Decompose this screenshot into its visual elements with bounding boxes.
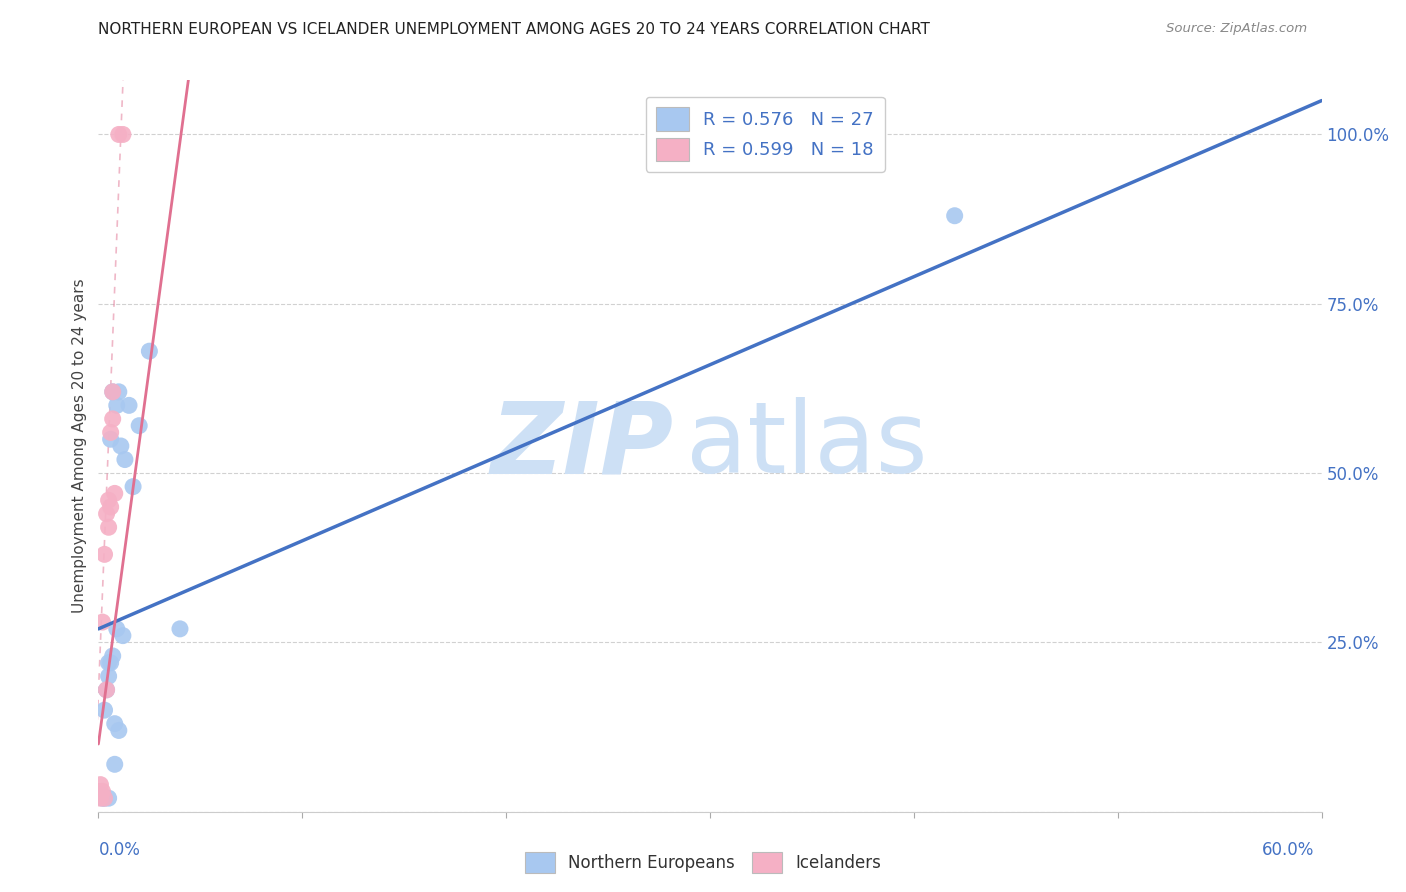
Point — [91, 615, 114, 629]
Point — [100, 432, 122, 446]
Point — [108, 384, 131, 399]
Point — [93, 791, 115, 805]
Point — [101, 384, 124, 399]
Legend: R = 0.576   N = 27, R = 0.599   N = 18: R = 0.576 N = 27, R = 0.599 N = 18 — [645, 96, 884, 172]
Point — [97, 520, 120, 534]
Point — [97, 656, 120, 670]
Point — [97, 493, 120, 508]
Point — [93, 703, 115, 717]
Point — [100, 425, 122, 440]
Point — [96, 682, 118, 697]
Point — [118, 398, 141, 412]
Point — [101, 648, 124, 663]
Point — [111, 629, 134, 643]
Point — [96, 507, 118, 521]
Point — [97, 791, 120, 805]
Point — [89, 788, 111, 802]
Point — [89, 778, 111, 792]
Text: 60.0%: 60.0% — [1263, 840, 1315, 858]
Point — [105, 622, 128, 636]
Point — [91, 791, 114, 805]
Point — [96, 682, 118, 697]
Text: ZIP: ZIP — [491, 398, 673, 494]
Point — [122, 480, 145, 494]
Point — [91, 784, 114, 798]
Point — [93, 547, 115, 561]
Text: 0.0%: 0.0% — [98, 840, 141, 858]
Point — [100, 656, 122, 670]
Point — [943, 209, 966, 223]
Y-axis label: Unemployment Among Ages 20 to 24 years: Unemployment Among Ages 20 to 24 years — [72, 278, 87, 614]
Point — [138, 344, 160, 359]
Point — [169, 622, 191, 636]
Text: Source: ZipAtlas.com: Source: ZipAtlas.com — [1167, 22, 1308, 36]
Text: atlas: atlas — [686, 398, 927, 494]
Point — [89, 791, 111, 805]
Point — [108, 723, 131, 738]
Point — [93, 791, 115, 805]
Text: NORTHERN EUROPEAN VS ICELANDER UNEMPLOYMENT AMONG AGES 20 TO 24 YEARS CORRELATIO: NORTHERN EUROPEAN VS ICELANDER UNEMPLOYM… — [98, 22, 931, 37]
Point — [110, 439, 132, 453]
Legend: Northern Europeans, Icelanders: Northern Europeans, Icelanders — [519, 846, 887, 880]
Point — [105, 398, 128, 412]
Point — [114, 452, 136, 467]
Point — [128, 418, 150, 433]
Point — [111, 128, 134, 142]
Point — [100, 500, 122, 514]
Point — [104, 757, 127, 772]
Point — [101, 384, 124, 399]
Point — [97, 669, 120, 683]
Point — [104, 486, 127, 500]
Point — [89, 784, 111, 798]
Point — [101, 412, 124, 426]
Point — [108, 128, 131, 142]
Point — [104, 716, 127, 731]
